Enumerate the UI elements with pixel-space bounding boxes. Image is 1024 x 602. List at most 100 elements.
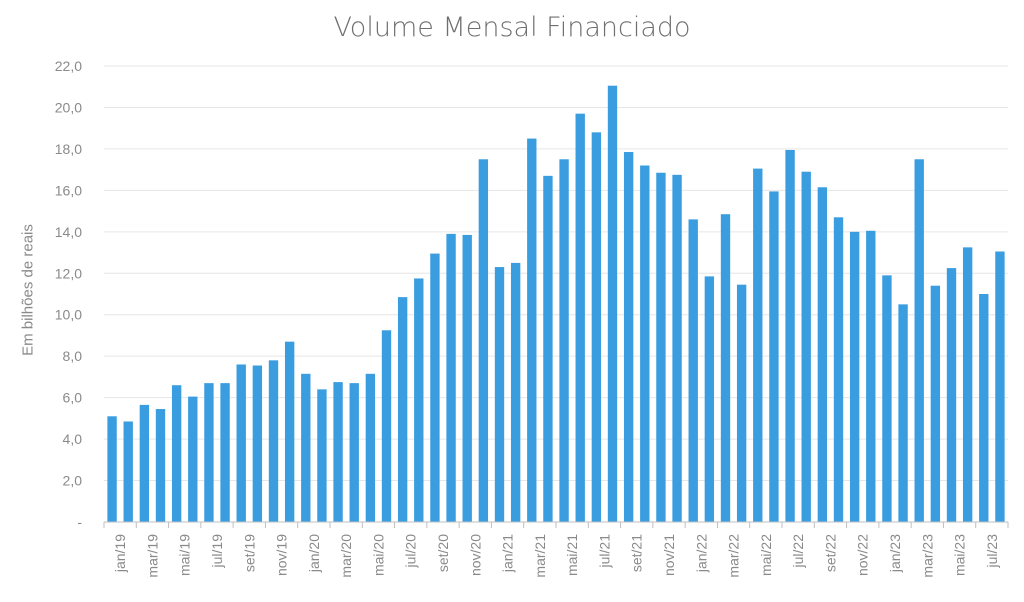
bar-jul-23 [979, 294, 989, 522]
x-tick-label: jan/19 [112, 534, 128, 573]
x-tick-labels: jan/19 mar/19 mai/19 jul/19 set/19 nov/19 jan/… [112, 534, 1000, 578]
x-tick-label: mar/21 [532, 534, 548, 578]
y-tick-label: 16,0 [55, 182, 82, 198]
bar-jan-20 [301, 373, 311, 522]
bar-abr-23 [930, 285, 941, 522]
bar-nov-21 [656, 172, 666, 522]
x-tick-label: jan/22 [693, 534, 709, 573]
bar-mar-19 [139, 404, 150, 522]
x-tick-label: jul/20 [403, 534, 419, 569]
y-tick-label: 18,0 [55, 141, 82, 157]
bar-abr-19 [155, 409, 166, 522]
x-tick-label: set/21 [629, 534, 645, 572]
bar-nov-22 [849, 231, 860, 522]
bar-mar-20 [333, 382, 343, 522]
bar-ago-20 [414, 278, 424, 522]
bar-jan-21 [494, 267, 505, 522]
bar-abr-22 [736, 284, 747, 522]
bar-jul-21 [591, 132, 602, 522]
bar-jan-23 [882, 275, 892, 522]
bar-dez-19 [284, 341, 295, 522]
bar-mai-23 [946, 268, 957, 522]
bar-mar-22 [720, 214, 731, 522]
bar-fev-23 [898, 304, 908, 522]
bar-jul-22 [785, 149, 795, 523]
bar-set-19 [236, 364, 246, 522]
bar-out-20 [446, 233, 456, 522]
chart-title: Volume Mensal Financiado [333, 12, 691, 43]
x-tick-label: set/20 [435, 534, 451, 572]
x-tick-label: mai/23 [952, 534, 968, 576]
bar-fev-20 [317, 389, 327, 522]
y-tick-label: 22,0 [55, 58, 82, 74]
bar-jun-21 [575, 113, 585, 522]
bar-jul-19 [204, 383, 214, 522]
y-tick-label: 14,0 [55, 224, 82, 240]
x-tick-label: jul/21 [596, 534, 612, 569]
bar-dez-20 [478, 159, 489, 523]
y-tick-label: - [77, 514, 82, 530]
bar-set-22 [817, 187, 828, 522]
y-tick-label: 4,0 [63, 431, 83, 447]
bar-ago-23 [995, 251, 1005, 522]
bar-mar-23 [914, 159, 924, 523]
bar-dez-22 [866, 230, 876, 523]
bar-fev-21 [510, 262, 521, 522]
bar-jun-22 [769, 191, 779, 522]
bar-fev-22 [704, 276, 715, 522]
x-tick-label: mar/20 [338, 534, 354, 578]
y-tick-label: 20,0 [55, 99, 82, 115]
x-tick-label: set/19 [241, 534, 257, 572]
bar-out-21 [640, 165, 650, 522]
x-tick-label: mai/22 [758, 534, 774, 576]
bar-nov-19 [268, 360, 279, 522]
x-tick-label: set/22 [822, 534, 838, 572]
bar-jun-20 [381, 330, 392, 522]
y-tick-label: 6,0 [63, 390, 83, 406]
x-tick-label: mar/23 [919, 534, 935, 578]
x-tick-label: mai/20 [370, 534, 386, 576]
x-tick-label: jul/23 [984, 534, 1000, 569]
x-tick-label: mai/21 [564, 534, 580, 576]
bar-jun-23 [962, 247, 973, 522]
bar-mai-20 [365, 373, 376, 522]
bar-fev-19 [123, 421, 133, 522]
x-tick-label: mar/22 [726, 534, 742, 578]
bar-out-22 [833, 217, 844, 523]
y-tick-label: 2,0 [63, 473, 83, 489]
bar-set-21 [623, 152, 634, 522]
bar-nov-20 [462, 234, 472, 522]
x-tick-label: jan/23 [887, 534, 903, 573]
bar-jun-19 [188, 396, 198, 522]
bar-ago-21 [607, 85, 618, 522]
x-tick-label: nov/19 [274, 534, 290, 576]
x-tick-label: nov/21 [661, 534, 677, 576]
x-tick-label: nov/20 [467, 534, 483, 576]
x-tick-label: jul/19 [209, 534, 225, 569]
y-tick-labels: - 2,0 4,0 6,0 8,0 10,0 12,0 14,0 16,0 18,0 20,0 22,… [55, 58, 83, 530]
x-tick-label: nov/22 [855, 534, 871, 576]
bar-jul-20 [397, 297, 408, 522]
x-tick-label: mar/19 [144, 534, 160, 578]
bar-ago-19 [220, 383, 230, 522]
bar-set-20 [430, 253, 440, 522]
x-tick-label: mai/19 [177, 534, 193, 576]
bar-dez-21 [672, 174, 682, 522]
bar-abr-21 [543, 175, 553, 522]
y-tick-label: 10,0 [55, 307, 82, 323]
x-tick-label: jan/21 [500, 534, 516, 573]
x-tick-label: jan/20 [306, 534, 322, 573]
bars [107, 85, 1005, 523]
bar-mai-22 [753, 168, 763, 522]
bar-mai-21 [559, 159, 569, 523]
bar-abr-20 [349, 383, 359, 522]
bar-ago-22 [801, 171, 811, 522]
bar-mai-19 [171, 385, 182, 522]
y-tick-label: 12,0 [55, 265, 82, 281]
bar-jan-19 [107, 416, 117, 522]
bar-jan-22 [688, 219, 698, 522]
bar-out-19 [252, 365, 263, 522]
x-tick-label: jul/22 [790, 534, 806, 569]
bar-mar-21 [527, 138, 537, 522]
